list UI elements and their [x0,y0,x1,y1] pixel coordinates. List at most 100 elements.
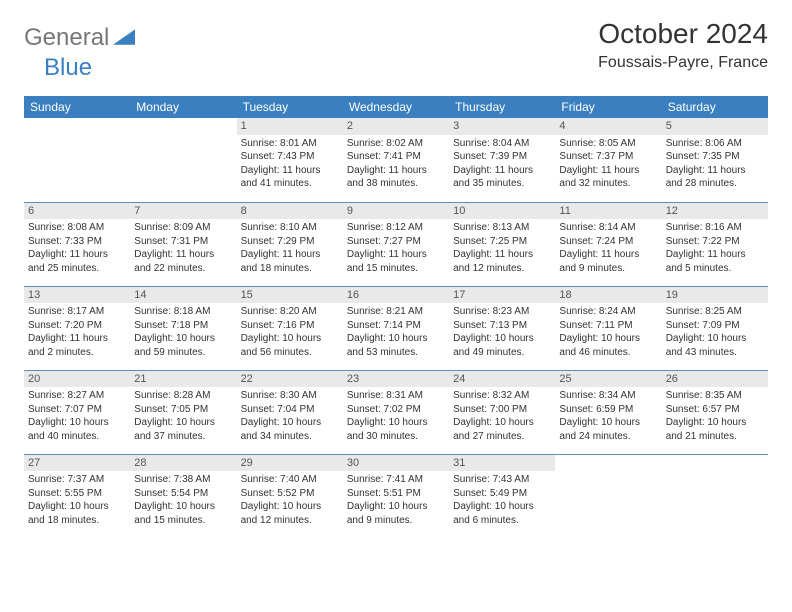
daylight-text: Daylight: 10 hours and 43 minutes. [666,332,764,359]
sunrise-text: Sunrise: 8:24 AM [559,305,657,319]
day-header: Thursday [449,96,555,118]
sunset-text: Sunset: 7:13 PM [453,319,551,333]
sunset-text: Sunset: 5:51 PM [347,487,445,501]
day-number: 19 [662,287,768,304]
sunrise-text: Sunrise: 8:13 AM [453,221,551,235]
calendar-row: 27Sunrise: 7:37 AMSunset: 5:55 PMDayligh… [24,454,768,542]
sunset-text: Sunset: 7:14 PM [347,319,445,333]
sunrise-text: Sunrise: 8:04 AM [453,137,551,151]
month-title: October 2024 [598,18,768,50]
day-number: 11 [555,203,661,220]
day-number: 29 [237,455,343,472]
daylight-text: Daylight: 10 hours and 24 minutes. [559,416,657,443]
sunset-text: Sunset: 5:55 PM [28,487,126,501]
location-text: Foussais-Payre, France [598,54,768,72]
daylight-text: Daylight: 10 hours and 30 minutes. [347,416,445,443]
calendar-cell: 9Sunrise: 8:12 AMSunset: 7:27 PMDaylight… [343,202,449,286]
sunrise-text: Sunrise: 8:16 AM [666,221,764,235]
daylight-text: Daylight: 11 hours and 41 minutes. [241,164,339,191]
sunrise-text: Sunrise: 7:40 AM [241,473,339,487]
day-header: Tuesday [237,96,343,118]
sunrise-text: Sunrise: 8:09 AM [134,221,232,235]
sunset-text: Sunset: 7:29 PM [241,235,339,249]
sunset-text: Sunset: 6:57 PM [666,403,764,417]
sunset-text: Sunset: 7:22 PM [666,235,764,249]
sunrise-text: Sunrise: 8:34 AM [559,389,657,403]
sunset-text: Sunset: 5:54 PM [134,487,232,501]
calendar-cell: 18Sunrise: 8:24 AMSunset: 7:11 PMDayligh… [555,286,661,370]
daylight-text: Daylight: 10 hours and 59 minutes. [134,332,232,359]
sunset-text: Sunset: 7:11 PM [559,319,657,333]
calendar-table: Sunday Monday Tuesday Wednesday Thursday… [24,96,768,542]
calendar-cell: 29Sunrise: 7:40 AMSunset: 5:52 PMDayligh… [237,454,343,542]
sunset-text: Sunset: 7:39 PM [453,150,551,164]
calendar-cell: 19Sunrise: 8:25 AMSunset: 7:09 PMDayligh… [662,286,768,370]
sunrise-text: Sunrise: 7:41 AM [347,473,445,487]
sunrise-text: Sunrise: 8:14 AM [559,221,657,235]
sunset-text: Sunset: 7:00 PM [453,403,551,417]
daylight-text: Daylight: 10 hours and 18 minutes. [28,500,126,527]
day-number: 3 [449,118,555,135]
logo-text-1: General [24,24,109,52]
logo-triangle-icon [113,27,135,45]
daylight-text: Daylight: 10 hours and 34 minutes. [241,416,339,443]
calendar-row: 6Sunrise: 8:08 AMSunset: 7:33 PMDaylight… [24,202,768,286]
day-number: 5 [662,118,768,135]
logo: General [24,18,135,52]
logo-text-2: Blue [44,54,92,81]
daylight-text: Daylight: 10 hours and 53 minutes. [347,332,445,359]
day-number: 12 [662,203,768,220]
sunrise-text: Sunrise: 8:23 AM [453,305,551,319]
sunrise-text: Sunrise: 8:12 AM [347,221,445,235]
day-number: 2 [343,118,449,135]
sunset-text: Sunset: 7:31 PM [134,235,232,249]
calendar-cell: 25Sunrise: 8:34 AMSunset: 6:59 PMDayligh… [555,370,661,454]
day-header: Wednesday [343,96,449,118]
calendar-cell: 1Sunrise: 8:01 AMSunset: 7:43 PMDaylight… [237,118,343,202]
calendar-cell: 23Sunrise: 8:31 AMSunset: 7:02 PMDayligh… [343,370,449,454]
daylight-text: Daylight: 11 hours and 9 minutes. [559,248,657,275]
calendar-cell: 2Sunrise: 8:02 AMSunset: 7:41 PMDaylight… [343,118,449,202]
daylight-text: Daylight: 10 hours and 6 minutes. [453,500,551,527]
daylight-text: Daylight: 10 hours and 40 minutes. [28,416,126,443]
sunrise-text: Sunrise: 8:17 AM [28,305,126,319]
calendar-cell: 24Sunrise: 8:32 AMSunset: 7:00 PMDayligh… [449,370,555,454]
day-number: 4 [555,118,661,135]
calendar-cell: 12Sunrise: 8:16 AMSunset: 7:22 PMDayligh… [662,202,768,286]
sunset-text: Sunset: 5:52 PM [241,487,339,501]
calendar-cell [662,454,768,542]
calendar-cell: 4Sunrise: 8:05 AMSunset: 7:37 PMDaylight… [555,118,661,202]
sunset-text: Sunset: 7:27 PM [347,235,445,249]
day-number: 22 [237,371,343,388]
calendar-cell: 30Sunrise: 7:41 AMSunset: 5:51 PMDayligh… [343,454,449,542]
day-number: 28 [130,455,236,472]
calendar-cell: 8Sunrise: 8:10 AMSunset: 7:29 PMDaylight… [237,202,343,286]
sunset-text: Sunset: 6:59 PM [559,403,657,417]
calendar-cell: 11Sunrise: 8:14 AMSunset: 7:24 PMDayligh… [555,202,661,286]
daylight-text: Daylight: 11 hours and 32 minutes. [559,164,657,191]
sunrise-text: Sunrise: 8:32 AM [453,389,551,403]
daylight-text: Daylight: 10 hours and 56 minutes. [241,332,339,359]
calendar-cell: 20Sunrise: 8:27 AMSunset: 7:07 PMDayligh… [24,370,130,454]
calendar-cell: 14Sunrise: 8:18 AMSunset: 7:18 PMDayligh… [130,286,236,370]
sunrise-text: Sunrise: 7:38 AM [134,473,232,487]
day-number: 31 [449,455,555,472]
sunset-text: Sunset: 7:20 PM [28,319,126,333]
daylight-text: Daylight: 11 hours and 35 minutes. [453,164,551,191]
sunrise-text: Sunrise: 8:28 AM [134,389,232,403]
sunrise-text: Sunrise: 8:35 AM [666,389,764,403]
sunset-text: Sunset: 7:09 PM [666,319,764,333]
calendar-row: 13Sunrise: 8:17 AMSunset: 7:20 PMDayligh… [24,286,768,370]
sunrise-text: Sunrise: 8:18 AM [134,305,232,319]
day-number: 8 [237,203,343,220]
sunset-text: Sunset: 7:04 PM [241,403,339,417]
day-number: 6 [24,203,130,220]
calendar-cell: 27Sunrise: 7:37 AMSunset: 5:55 PMDayligh… [24,454,130,542]
calendar-cell: 16Sunrise: 8:21 AMSunset: 7:14 PMDayligh… [343,286,449,370]
sunrise-text: Sunrise: 8:27 AM [28,389,126,403]
calendar-cell: 10Sunrise: 8:13 AMSunset: 7:25 PMDayligh… [449,202,555,286]
day-number: 1 [237,118,343,135]
sunset-text: Sunset: 7:37 PM [559,150,657,164]
sunrise-text: Sunrise: 8:06 AM [666,137,764,151]
calendar-cell: 31Sunrise: 7:43 AMSunset: 5:49 PMDayligh… [449,454,555,542]
